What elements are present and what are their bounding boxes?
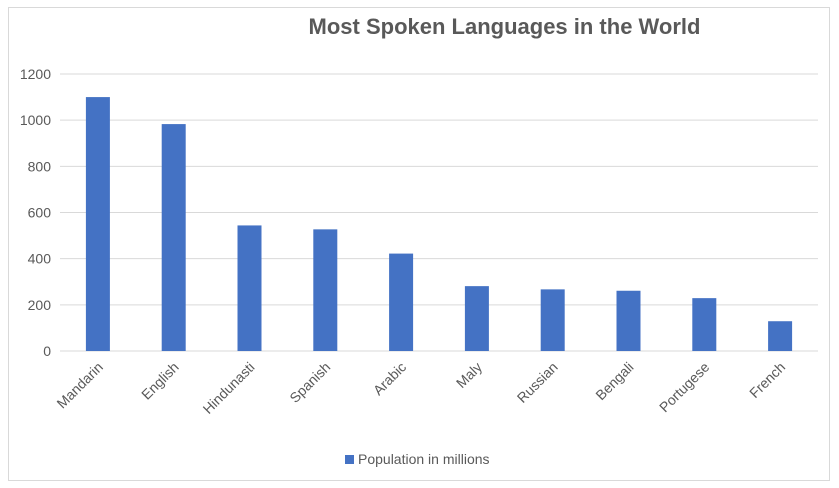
x-tick-label: Mandarin [53,359,106,412]
y-tick-label: 600 [28,205,52,221]
bar-english [161,124,186,351]
y-tick-label: 800 [28,158,52,174]
x-tick-label: French [746,359,788,401]
bar-arabic [389,253,414,351]
x-tick-label: Hindunasti [200,359,258,417]
x-tick-label: Spanish [286,359,333,406]
bar-spanish [313,229,338,351]
bar-bengali [616,290,641,351]
bars [85,97,793,351]
chart-frame [8,7,830,481]
y-axis-ticks: 0 200 400 600 800 1000 1200 [20,66,51,359]
x-tick-label: Arabic [370,359,409,398]
x-axis-ticks: Mandarin English Hindunasti Spanish Arabic Ma… [53,359,788,417]
y-tick-label: 400 [28,251,52,267]
x-tick-label: Portugese [656,359,713,416]
bar-french [768,321,793,351]
y-tick-label: 1200 [20,66,51,82]
x-tick-label: English [138,359,182,403]
legend: Population in millions [345,451,490,467]
legend-swatch [345,455,354,464]
x-tick-label: Bengali [592,359,636,403]
x-tick-label: Maly [453,359,485,391]
x-tick-label: Russian [514,359,561,406]
bar-hindunasti [237,225,262,351]
gridlines [60,73,818,352]
bar-portugese [692,298,717,351]
chart-title: Most Spoken Languages in the World [308,14,701,39]
y-tick-label: 1000 [20,112,51,128]
y-tick-label: 0 [43,343,51,359]
bar-russian [540,289,565,351]
y-tick-label: 200 [28,297,52,313]
bar-maly [464,286,489,351]
legend-label: Population in millions [358,451,490,467]
bar-mandarin [85,97,110,351]
